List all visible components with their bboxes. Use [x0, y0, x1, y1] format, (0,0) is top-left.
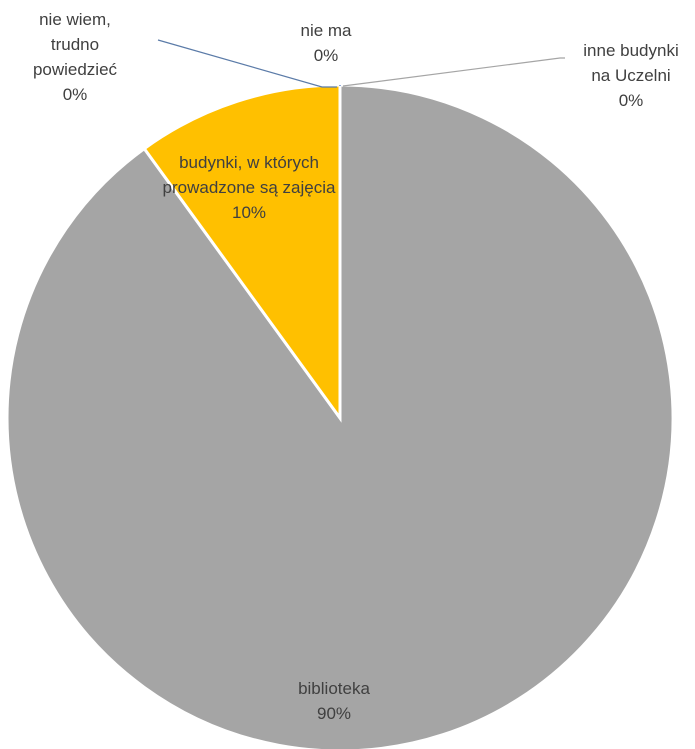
data-label-category-line: inne budynki — [583, 41, 678, 60]
data-label-category-line: prowadzone są zajęcia — [163, 178, 336, 197]
data-labels: biblioteka 90%inne budynki na Uczelni 0%nie… — [33, 10, 679, 723]
data-label-value: 0% — [314, 46, 339, 65]
data-label-value: 10% — [232, 203, 266, 222]
data-label-budynki-w-kt-rych-prowadzone-s-zaj-cia: budynki, w których prowadzone są zajęcia 1… — [163, 153, 336, 222]
data-label-category-line: na Uczelni — [591, 66, 670, 85]
pie-slices — [5, 83, 675, 749]
data-label-category-line: nie ma — [300, 21, 352, 40]
leader-line-nie-wiem — [157, 39, 337, 88]
leader-lines — [157, 39, 565, 88]
data-label-category-line: powiedzieć — [33, 60, 118, 79]
data-label-category-line: budynki, w których — [179, 153, 319, 172]
data-label-nie-ma: nie ma 0% — [300, 21, 352, 65]
data-label-biblioteka: biblioteka 90% — [298, 679, 370, 723]
leader-line-inne-budynki — [342, 57, 565, 87]
pie-slice-biblioteka — [5, 83, 675, 749]
data-label-value: 90% — [317, 704, 351, 723]
data-label-category-line: biblioteka — [298, 679, 370, 698]
data-label-inne-budynki-na-uczelni: inne budynki na Uczelni 0% — [583, 41, 678, 110]
data-label-category-line: nie wiem, — [39, 10, 111, 29]
pie-slice-budynki-w-kt-rych-prowadzone-s-zaj-cia — [142, 83, 342, 423]
data-label-value: 0% — [619, 91, 644, 110]
data-label-nie-wiem-trudno-powiedzie: nie wiem, trudno powiedzieć 0% — [33, 10, 118, 104]
data-label-category-line: trudno — [51, 35, 99, 54]
data-label-value: 0% — [63, 85, 88, 104]
